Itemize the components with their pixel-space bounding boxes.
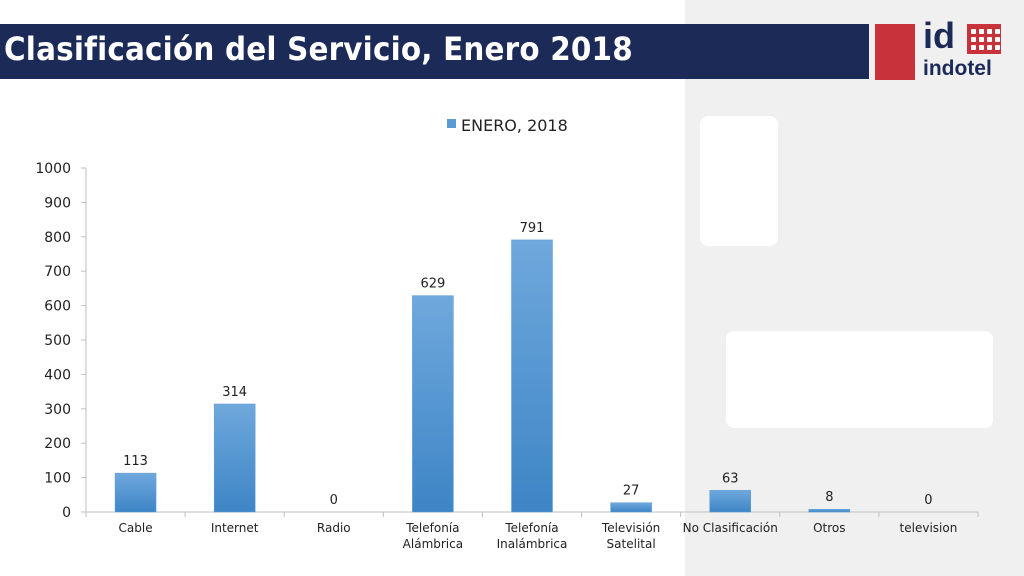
y-tick-label: 400	[44, 367, 71, 383]
x-tick-label: Televisión Satelital	[601, 521, 660, 551]
indotel-logo: id indotel	[875, 18, 1005, 82]
y-axis: 0 100 200 300 400 500 600 700 800 900 1000	[35, 161, 87, 521]
background-card	[700, 116, 778, 246]
bar	[114, 472, 157, 513]
data-label: 791	[520, 221, 545, 236]
bar	[511, 239, 553, 513]
bar	[709, 490, 751, 513]
bar	[213, 403, 256, 513]
legend-label: ENERO, 2018	[461, 116, 568, 135]
data-label: 629	[420, 277, 445, 292]
chart-legend: ENERO, 2018	[447, 116, 568, 135]
data-label: 63	[722, 471, 739, 486]
background-card	[726, 331, 993, 428]
data-label: 0	[330, 493, 338, 508]
logo-red-block	[875, 24, 915, 80]
bar	[610, 502, 652, 513]
bar	[412, 295, 454, 513]
y-tick-label: 100	[44, 471, 71, 487]
x-tick-label: Cable	[119, 521, 153, 535]
data-label: 0	[924, 493, 932, 508]
y-tick-label: 300	[44, 402, 71, 418]
x-tick-label: Otros	[813, 521, 845, 535]
page-title: Clasificación del Servicio, Enero 2018	[4, 30, 633, 68]
logo-wordmark: indotel	[923, 57, 992, 80]
x-tick-label: Telefonía Inalámbrica	[497, 521, 568, 551]
y-tick-label: 0	[62, 505, 71, 521]
x-tick-label: Radio	[317, 521, 351, 535]
bar	[808, 508, 851, 513]
logo-id-text: id	[923, 15, 955, 56]
x-tick-label: television	[900, 521, 958, 535]
y-tick-label: 1000	[35, 161, 71, 177]
y-tick-label: 800	[44, 230, 71, 246]
y-tick-label: 900	[44, 195, 71, 211]
data-label: 314	[222, 385, 247, 400]
data-label: 8	[825, 490, 833, 505]
data-labels: 113 314 0 629 791 27 63 8 0	[123, 221, 932, 508]
x-tick-label: Telefonía Alámbrica	[403, 521, 463, 551]
y-tick-label: 200	[44, 436, 71, 452]
y-tick-label: 600	[44, 299, 71, 315]
y-tick-label: 500	[44, 333, 71, 349]
x-tick-label: Internet	[211, 521, 259, 535]
data-label: 27	[623, 484, 640, 499]
bar-series	[114, 239, 851, 513]
logo-grid-icon	[967, 24, 1001, 54]
data-label: 113	[123, 454, 148, 469]
x-tick-label: No Clasificación	[683, 521, 778, 535]
legend-swatch	[447, 119, 456, 128]
background-panel	[685, 0, 1024, 576]
y-tick-label: 700	[44, 264, 71, 280]
x-axis: Cable Internet Radio Telefonía Alámbrica Tele…	[85, 511, 979, 551]
title-bar	[0, 24, 869, 79]
